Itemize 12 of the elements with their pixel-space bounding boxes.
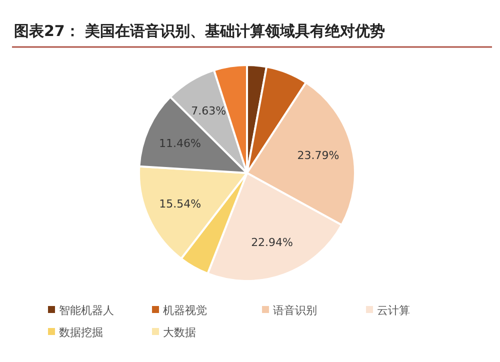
data-label: 22.94% (251, 236, 294, 250)
legend-label: 智能机器人 (59, 304, 114, 317)
data-label: 11.46% (158, 136, 201, 150)
data-label: 23.79% (297, 149, 340, 162)
legend-label: 云计算 (377, 304, 410, 317)
legend-label: 大数据 (163, 326, 196, 339)
legend-label: 机器视觉 (163, 304, 207, 317)
data-label: 7.63% (191, 104, 226, 118)
chart-title: 图表27： 美国在语音识别、基础计算领域具有绝对优势 (14, 22, 386, 40)
legend-label: 数据挖掘 (59, 326, 103, 339)
data-label: 15.54% (159, 197, 202, 210)
legend-label: 语音识别 (273, 304, 317, 317)
